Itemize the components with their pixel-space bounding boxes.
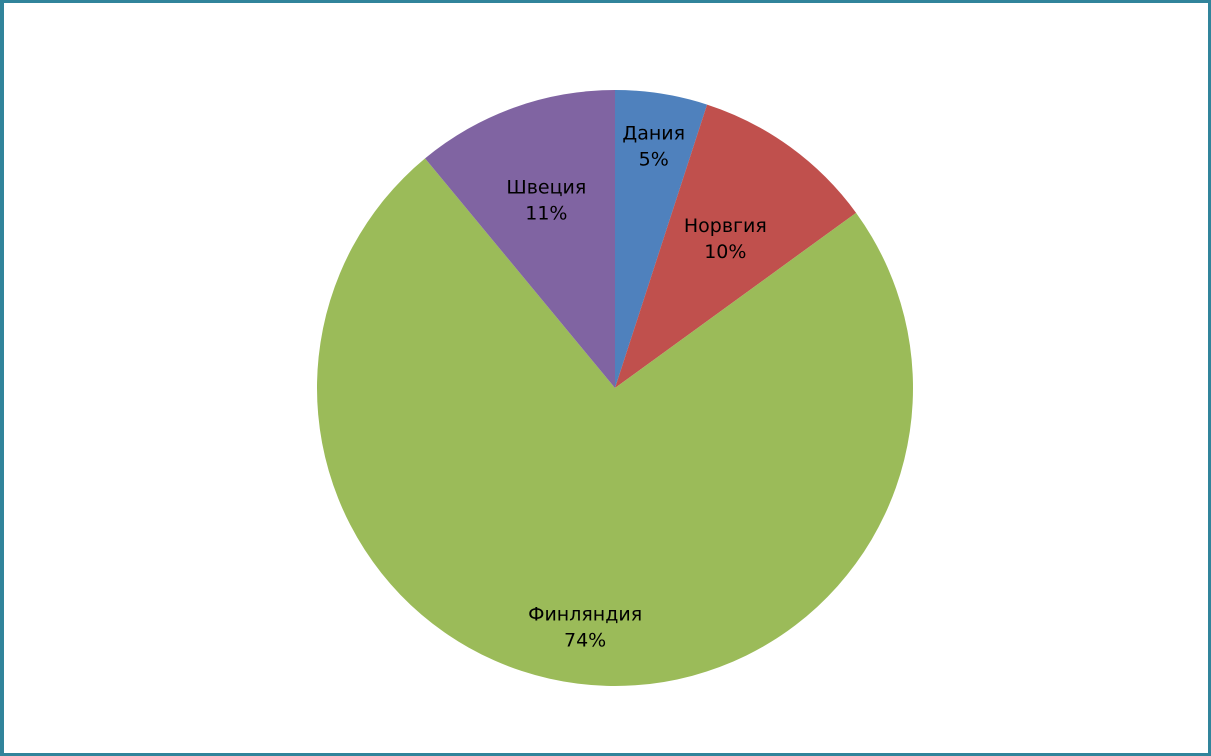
pie-slice-2 (615, 104, 857, 389)
slice-label-4: Швеция 11% (506, 176, 586, 224)
slice-name-label: Финляндия (528, 604, 642, 626)
slice-name-label: Норвгия (684, 215, 767, 237)
slice-label-1: Дания 5% (622, 123, 685, 171)
pie-slice-3 (316, 158, 913, 686)
pie-slice-4 (425, 90, 615, 388)
slice-name-label: Дания (622, 123, 685, 145)
slice-label-2: Норвгия 10% (684, 215, 767, 263)
slice-percent-label: 10% (704, 241, 746, 263)
pie-slices (316, 90, 913, 686)
slice-name-label: Швеция (506, 176, 586, 198)
pie-labels: Дания 5% Норвгия 10% Финляндия 74% Швеция 11% (506, 123, 766, 652)
slice-percent-label: 5% (639, 149, 669, 171)
pie-slice-1 (615, 90, 708, 388)
slice-percent-label: 74% (564, 630, 606, 652)
slice-percent-label: 11% (525, 202, 567, 224)
slice-label-3: Финляндия 74% (528, 604, 642, 652)
